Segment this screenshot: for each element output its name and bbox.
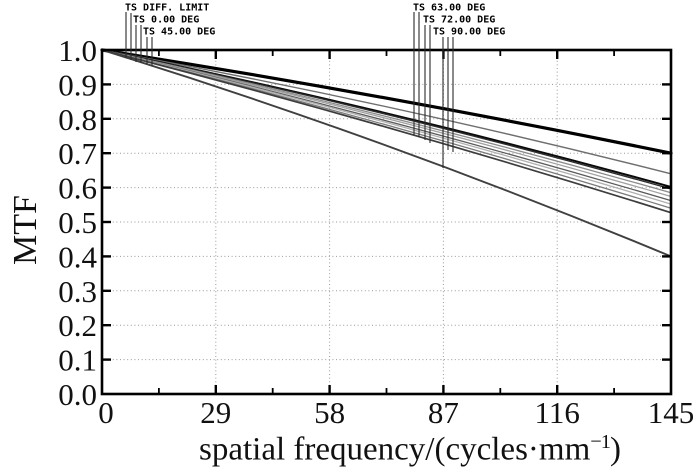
x-tick-label: 87 (428, 395, 459, 430)
x-tick-label: 145 (648, 395, 695, 430)
mtf-curve-s-72-00-deg (101, 49, 672, 205)
y-tick-label: 0.7 (58, 136, 97, 171)
y-tick-label: 0.8 (58, 102, 97, 137)
legend-label-right: TS 90.00 DEG (433, 27, 505, 38)
mtf-curve-s-63-00-deg (101, 49, 672, 198)
x-tick-label: 116 (535, 395, 580, 430)
legend-label-left: TS 45.00 DEG (143, 27, 215, 38)
x-tick-label: 29 (200, 395, 231, 430)
y-tick-label: 0.2 (58, 308, 97, 343)
legend-label-right: TS 72.00 DEG (423, 15, 495, 26)
y-tick-label: 0.1 (58, 343, 97, 378)
x-axis-title-prefix: spatial frequency/(cycles·mm (199, 431, 591, 468)
mtf-curve-s-90-00-deg (101, 49, 672, 214)
legend-label-right: TS 63.00 DEG (413, 3, 485, 14)
y-tick-label: 0.6 (58, 171, 97, 206)
y-axis-title: MTF (7, 195, 44, 265)
mtf-curve-s-0-00-deg (101, 49, 672, 190)
legend-label-left: TS DIFF. LIMIT (125, 3, 209, 14)
mtf-curve-ts-diff-limit (100, 48, 673, 155)
y-tick-label: 0.5 (58, 205, 97, 240)
y-tick-label: 0.0 (58, 377, 97, 412)
x-axis-title: spatial frequency/(cycles·mm−1) (130, 431, 690, 468)
mtf-curve-t-90-00-deg (101, 49, 672, 258)
x-tick-label: 58 (314, 395, 345, 430)
x-axis-title-suffix: ) (610, 431, 621, 468)
mtf-curve-t-72-00-deg (101, 49, 672, 209)
x-tick-label: 0 (98, 395, 114, 430)
legend-label-left: TS 0.00 DEG (133, 15, 199, 26)
mtf-curve-s-45-00-deg (101, 49, 672, 175)
x-axis-title-superscript: −1 (590, 431, 611, 453)
y-tick-label: 1.0 (58, 33, 97, 68)
y-tick-label: 0.4 (58, 239, 97, 274)
y-tick-label: 0.9 (58, 67, 97, 102)
y-tick-label: 0.3 (58, 274, 97, 309)
